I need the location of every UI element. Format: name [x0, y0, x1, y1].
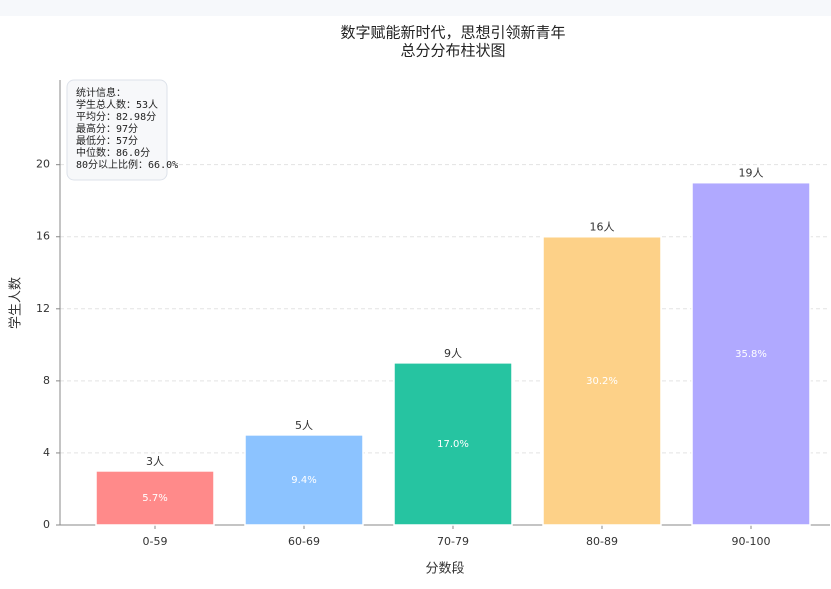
percentage-label: 35.8%: [735, 349, 767, 360]
chart-title: 数字赋能新时代，思想引领新青年: [340, 24, 565, 42]
value-label: 16人: [590, 221, 615, 234]
stats-line: 学生总人数：53人: [76, 98, 158, 111]
y-tick-label: 4: [43, 446, 50, 459]
stats-line: 中位数：86.0分: [76, 146, 150, 159]
value-label: 5人: [295, 419, 313, 432]
bar: [95, 470, 215, 526]
y-tick-label: 12: [36, 302, 50, 315]
percentage-label: 5.7%: [142, 493, 167, 504]
bar: [244, 434, 364, 526]
top-strip: [0, 0, 831, 16]
percentage-label: 30.2%: [586, 376, 618, 387]
stats-line: 平均分：82.98分: [76, 111, 156, 123]
y-axis-label: 学生人数: [8, 277, 24, 329]
y-tick-label: 20: [36, 158, 50, 171]
value-label: 19人: [739, 167, 764, 180]
stats-line: 最高分：97分: [76, 122, 138, 135]
y-tick-label: 0: [43, 518, 50, 531]
x-tick-label: 70-79: [437, 535, 469, 548]
value-label: 9人: [444, 347, 462, 360]
bar: [542, 235, 662, 526]
percentage-label: 9.4%: [291, 475, 316, 486]
y-tick-label: 16: [36, 230, 50, 243]
value-label: 3人: [146, 455, 164, 468]
stats-line: 统计信息：: [76, 86, 126, 99]
y-tick-label: 8: [43, 374, 50, 387]
stats-line: 80分以上比例：66.0%: [76, 158, 178, 171]
chart-subtitle: 总分分布柱状图: [400, 42, 505, 60]
stats-line: 最低分：57分: [76, 134, 138, 147]
x-tick-label: 90-100: [732, 535, 771, 548]
x-tick-label: 80-89: [586, 535, 618, 548]
x-tick-label: 60-69: [288, 535, 320, 548]
stats-box: [66, 79, 168, 181]
bar: [393, 362, 513, 526]
x-tick-label: 0-59: [143, 535, 168, 548]
x-axis-label: 分数段: [425, 562, 464, 577]
bar: [691, 181, 811, 526]
percentage-label: 17.0%: [437, 439, 469, 450]
